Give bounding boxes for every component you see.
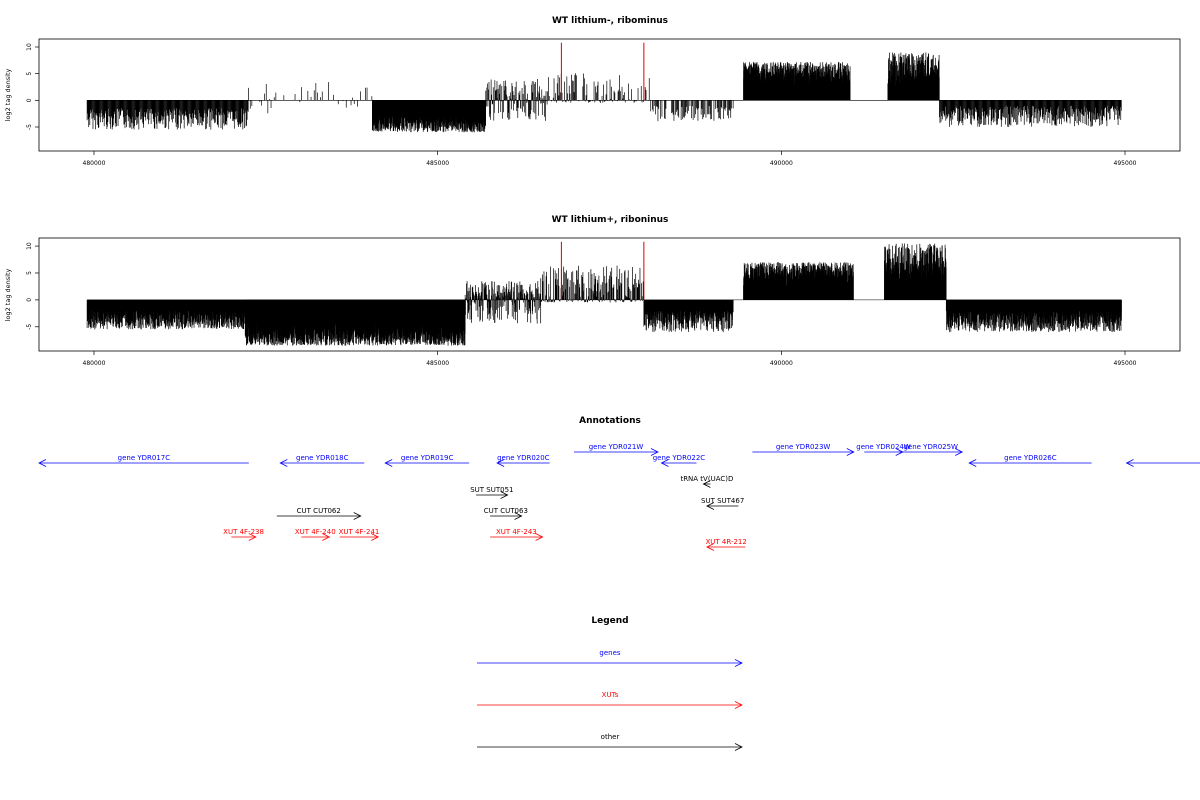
coverage-segment xyxy=(86,100,249,130)
coverage-segment xyxy=(547,73,650,103)
y-axis: 10 5 0 -5 xyxy=(26,43,39,130)
coverage-segment xyxy=(244,299,466,346)
x-tick-label: 485000 xyxy=(426,360,449,367)
panel-title: WT lithium-, ribominus xyxy=(552,16,668,26)
plot-frame xyxy=(38,237,1181,352)
x-tick-label: 485000 xyxy=(426,160,449,167)
coverage-panel-lithium-minus: WT lithium-, ribominus log2 tag density … xyxy=(4,16,1181,167)
y-tick-label: 5 xyxy=(26,271,33,275)
x-tick-label: 490000 xyxy=(770,160,793,167)
coverage-bars xyxy=(86,42,1122,133)
plot-frame xyxy=(38,38,1181,152)
x-tick-label: 495000 xyxy=(1114,360,1137,367)
x-tick-label: 495000 xyxy=(1114,160,1137,167)
coverage-panel-lithium-plus: WT lithium+, riboninus log2 tag density … xyxy=(4,215,1181,367)
y-tick-label: -5 xyxy=(26,124,33,130)
y-tick-label: 5 xyxy=(26,72,33,76)
coverage-segment xyxy=(485,79,548,121)
coverage-segment xyxy=(248,82,373,114)
y-axis-label: log2 tag density xyxy=(4,269,12,322)
y-tick-label: 10 xyxy=(26,242,33,250)
coverage-bars xyxy=(86,241,1122,346)
x-axis: 480000 485000 490000 495000 xyxy=(83,351,1137,367)
panel-title: WT lithium+, riboninus xyxy=(552,215,669,225)
x-tick-label: 490000 xyxy=(770,360,793,367)
x-axis: 480000 485000 490000 495000 xyxy=(83,151,1137,167)
y-tick-label: 0 xyxy=(26,98,33,102)
y-tick-label: 10 xyxy=(26,43,33,51)
coverage-segment xyxy=(86,299,246,330)
coverage-segment xyxy=(887,52,940,101)
coverage-segment xyxy=(650,100,734,122)
x-tick-label: 480000 xyxy=(83,160,106,167)
y-axis-label: log2 tag density xyxy=(4,69,12,122)
y-axis: 10 5 0 -5 xyxy=(26,242,39,330)
coverage-segment xyxy=(372,100,486,133)
y-tick-label: -5 xyxy=(26,324,33,330)
coverage-segment xyxy=(743,61,851,101)
y-tick-label: 0 xyxy=(26,298,33,302)
x-tick-label: 480000 xyxy=(83,360,106,367)
coverage-segment xyxy=(939,100,1122,127)
